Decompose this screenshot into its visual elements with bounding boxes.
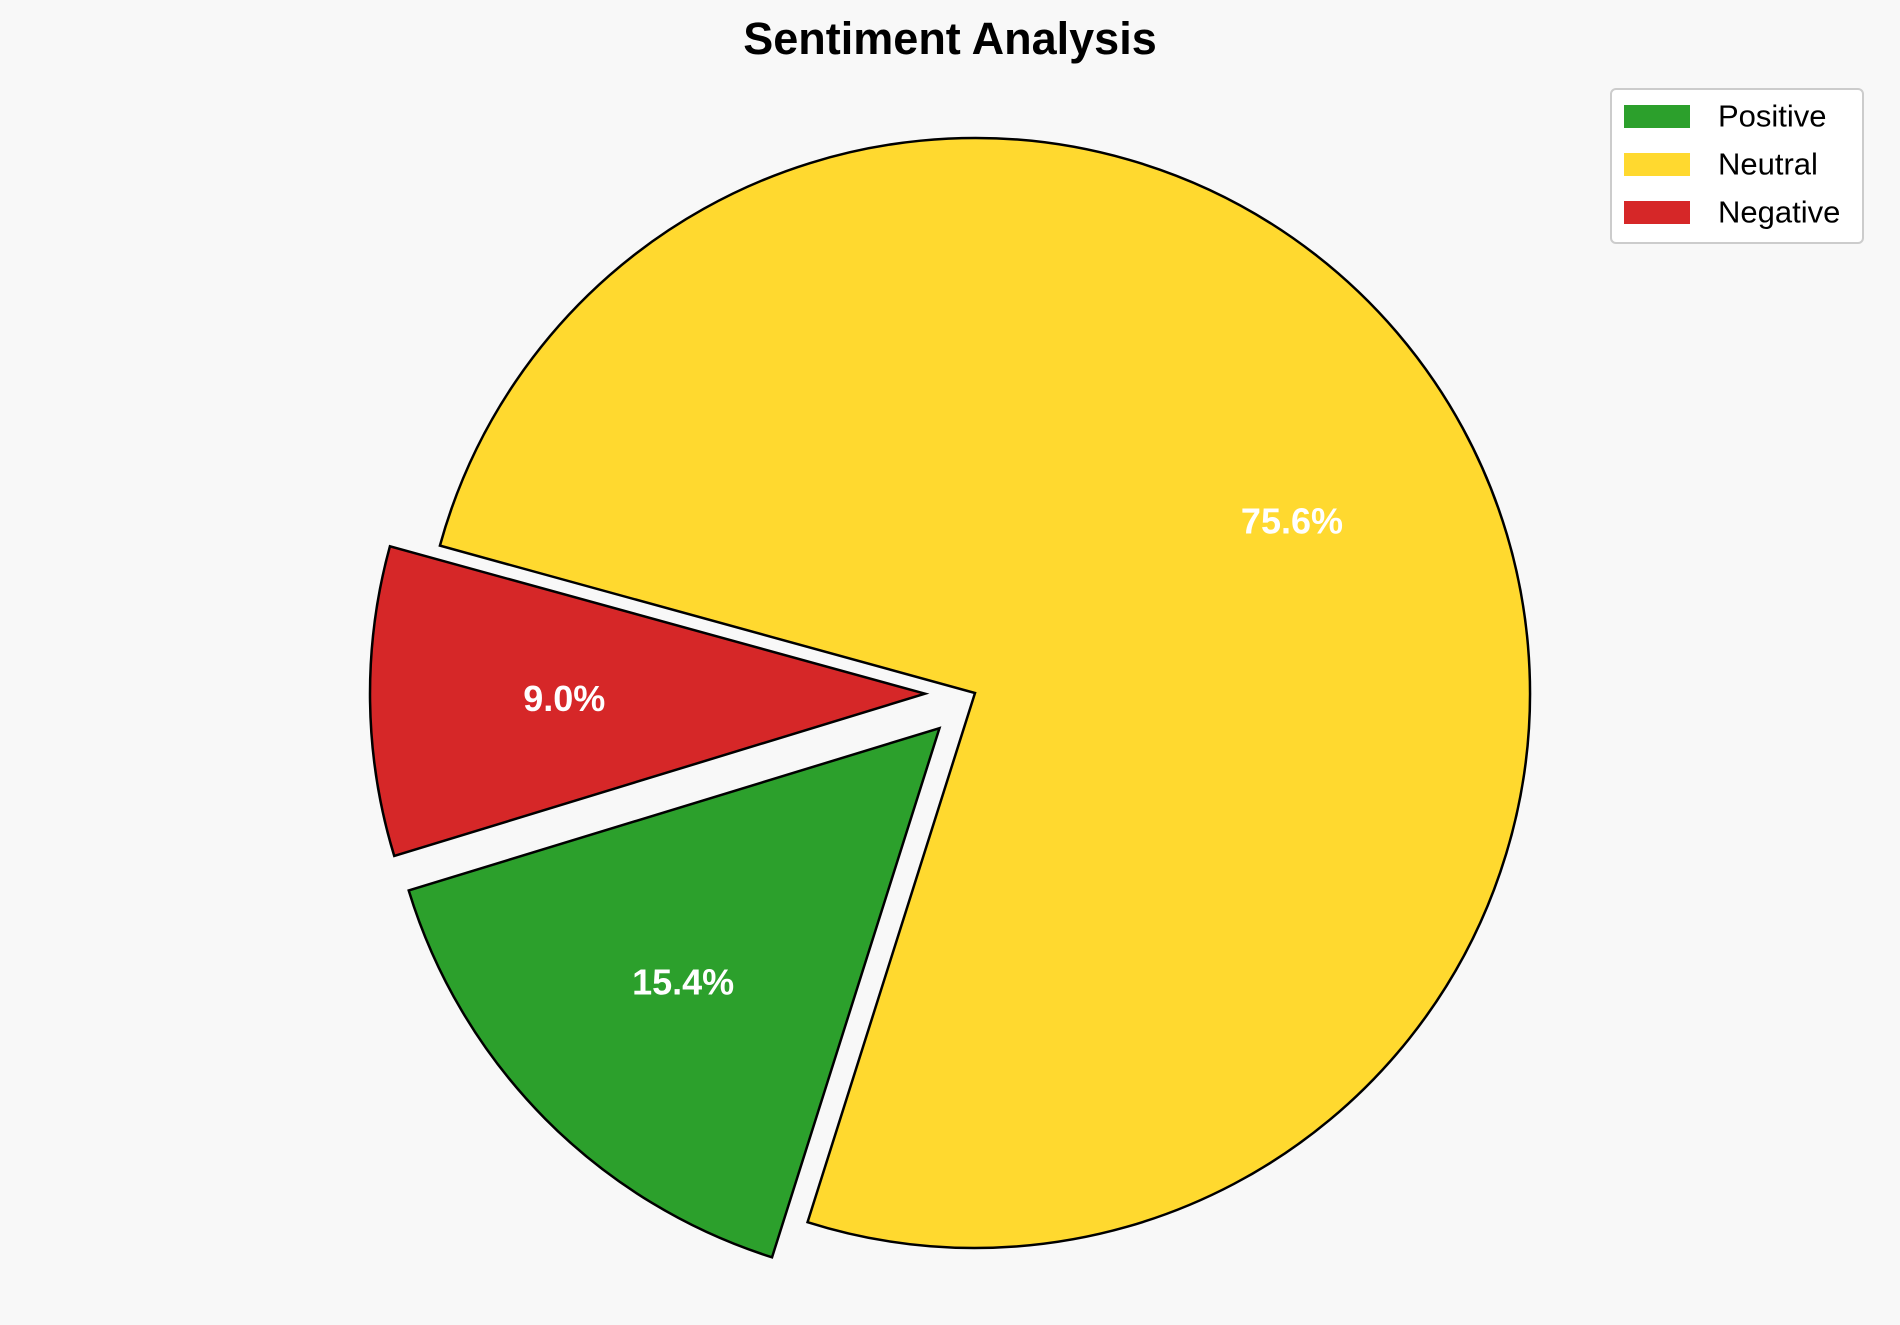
legend: Positive Neutral Negative [1610, 88, 1864, 244]
pct-label-negative: 9.0% [523, 678, 605, 719]
pct-label-neutral: 75.6% [1241, 500, 1343, 541]
legend-swatch-negative [1624, 201, 1690, 224]
legend-swatch-neutral [1624, 153, 1690, 176]
legend-label-neutral: Neutral [1718, 147, 1818, 182]
pie-slice-negative [368, 544, 930, 858]
pie-labels: 15.4% 75.6% 9.0% [523, 500, 1343, 1002]
pie-slice-neutral [438, 136, 1532, 1250]
chart-title: Sentiment Analysis [743, 13, 1156, 64]
pie-slices [368, 136, 1532, 1259]
pct-label-positive: 15.4% [632, 962, 734, 1003]
legend-swatch-positive [1624, 105, 1690, 128]
legend-label-negative: Negative [1718, 195, 1840, 230]
legend-label-positive: Positive [1718, 99, 1827, 134]
pie-slice-positive [407, 726, 942, 1259]
